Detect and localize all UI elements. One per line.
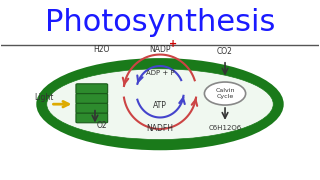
Text: Photosynthesis: Photosynthesis [45,8,275,37]
Text: ATP: ATP [153,101,167,110]
Text: H2O: H2O [93,45,109,54]
Text: NADFH: NADFH [147,124,173,133]
Text: Cycle: Cycle [216,94,234,98]
Text: ADP + P: ADP + P [146,70,174,76]
Ellipse shape [36,58,284,150]
Ellipse shape [47,69,273,140]
Text: CO2: CO2 [217,46,233,55]
FancyBboxPatch shape [76,103,108,113]
Text: Calvin: Calvin [215,88,235,93]
Text: +: + [169,39,177,49]
FancyBboxPatch shape [76,94,108,103]
Circle shape [204,82,246,105]
Text: C6H12O6: C6H12O6 [208,125,242,131]
Text: NADP: NADP [149,45,171,54]
FancyBboxPatch shape [76,84,108,94]
Text: Light: Light [35,93,54,102]
Text: O2: O2 [97,121,108,130]
FancyBboxPatch shape [76,113,108,123]
